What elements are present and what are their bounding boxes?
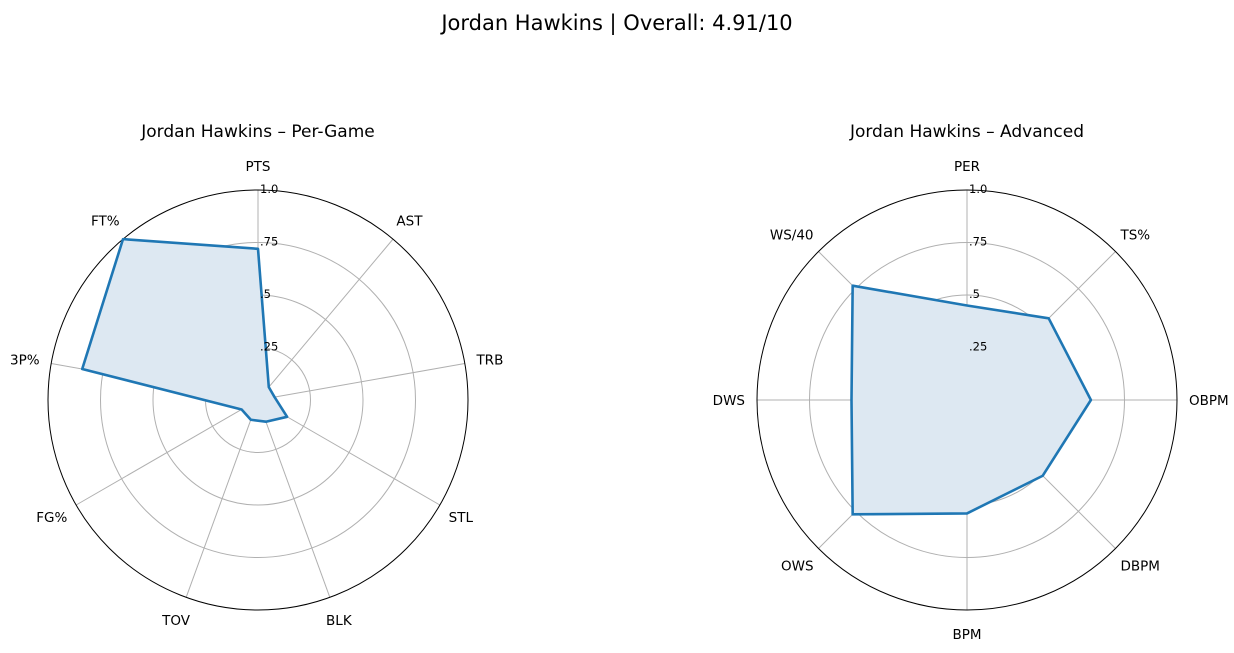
grid-spoke bbox=[257, 363, 465, 401]
series-line bbox=[850, 284, 1093, 516]
series-line bbox=[80, 237, 289, 424]
category-label: TOV bbox=[161, 613, 191, 629]
category-label: FT% bbox=[91, 214, 120, 230]
grid-spoke bbox=[75, 399, 259, 506]
grid-spoke bbox=[185, 399, 259, 598]
radar-chart-advanced: Jordan Hawkins – Advanced .25 .5 .75 1.0 PER… bbox=[713, 122, 1229, 643]
radial-tick-label: .75 bbox=[969, 235, 987, 249]
category-label: STL bbox=[449, 510, 474, 526]
category-label: TS% bbox=[1119, 228, 1150, 244]
category-label: PTS bbox=[246, 159, 271, 175]
category-label: BLK bbox=[326, 613, 353, 629]
grid-spoke bbox=[257, 238, 394, 401]
radial-tick-label: 1.0 bbox=[260, 182, 278, 196]
radial-tick-label: .5 bbox=[260, 287, 271, 301]
category-label: PER bbox=[954, 159, 980, 175]
chart-title: Jordan Hawkins – Per-Game bbox=[140, 122, 374, 142]
radial-tick-label: .5 bbox=[969, 287, 980, 301]
polar-spine bbox=[47, 189, 469, 611]
category-label: 3P% bbox=[10, 352, 40, 368]
radar-chart-per-game: Jordan Hawkins – Per-Game .25 .5 .75 1.0 PTS… bbox=[10, 122, 503, 629]
chart-title: Jordan Hawkins – Advanced bbox=[849, 122, 1084, 142]
category-label: FG% bbox=[36, 510, 67, 526]
polar-spine bbox=[756, 189, 1178, 611]
radial-tick-label: .25 bbox=[260, 340, 278, 354]
figure-suptitle: Jordan Hawkins | Overall: 4.91/10 bbox=[439, 11, 792, 36]
category-label: BPM bbox=[952, 627, 981, 643]
category-label: WS/40 bbox=[770, 228, 814, 244]
radial-tick-label: 1.0 bbox=[969, 182, 987, 196]
category-label: AST bbox=[396, 214, 423, 230]
category-label: DBPM bbox=[1120, 558, 1159, 574]
radial-tick-label: .75 bbox=[260, 235, 278, 249]
series-fill bbox=[851, 285, 1091, 515]
grid-spoke bbox=[257, 399, 331, 598]
category-label: OBPM bbox=[1189, 393, 1229, 409]
series-fill bbox=[82, 239, 288, 422]
category-label: OWS bbox=[781, 558, 814, 574]
category-label: TRB bbox=[475, 352, 503, 368]
radial-tick-label: .25 bbox=[969, 340, 987, 354]
category-label: DWS bbox=[713, 393, 745, 409]
grid-spoke bbox=[257, 399, 441, 506]
